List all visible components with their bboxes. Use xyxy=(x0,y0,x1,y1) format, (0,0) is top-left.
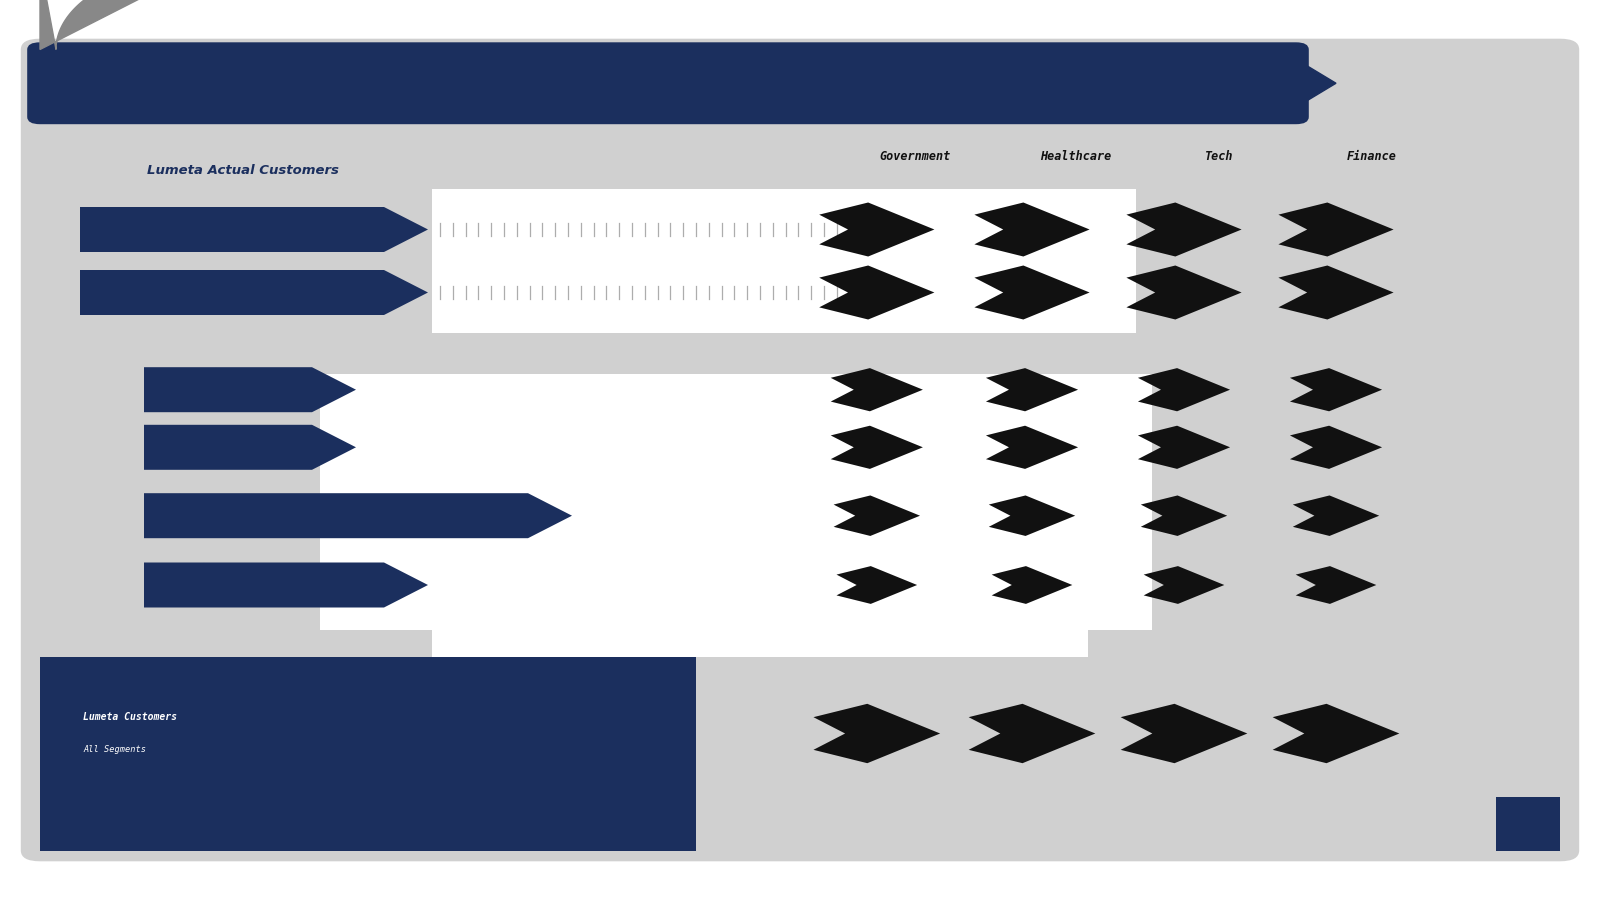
Bar xyxy=(40,189,1560,333)
Bar xyxy=(40,356,1560,630)
Bar xyxy=(40,657,696,850)
Text: (Fortune 500 Technology Company): (Fortune 500 Technology Company) xyxy=(83,304,251,313)
Text: Lumeta Actual Customers: Lumeta Actual Customers xyxy=(147,165,339,177)
Bar xyxy=(1496,796,1560,850)
Text: Lumeta Customers: Lumeta Customers xyxy=(83,712,178,722)
Polygon shape xyxy=(830,368,923,411)
Text: Financial Services Customers: Financial Services Customers xyxy=(83,208,248,218)
Polygon shape xyxy=(819,202,934,256)
Polygon shape xyxy=(968,704,1096,763)
Bar xyxy=(432,189,1136,333)
Polygon shape xyxy=(1293,495,1379,536)
Text: Endpoint Devices: Endpoint Devices xyxy=(147,426,242,436)
Polygon shape xyxy=(1280,50,1336,117)
Polygon shape xyxy=(80,270,429,315)
Text: Network Devices: Network Devices xyxy=(147,368,235,378)
Text: Tech: Tech xyxy=(1205,150,1234,163)
Polygon shape xyxy=(80,711,573,756)
Polygon shape xyxy=(989,495,1075,536)
Polygon shape xyxy=(1144,566,1224,604)
Polygon shape xyxy=(974,266,1090,320)
Polygon shape xyxy=(1290,426,1382,469)
Polygon shape xyxy=(1120,704,1248,763)
Text: Finance: Finance xyxy=(1346,150,1397,163)
Polygon shape xyxy=(1126,266,1242,320)
Text: Cloud & Virtual Infrastructure: Cloud & Virtual Infrastructure xyxy=(147,563,323,573)
Polygon shape xyxy=(834,495,920,536)
Polygon shape xyxy=(1138,426,1230,469)
Polygon shape xyxy=(830,426,923,469)
Polygon shape xyxy=(144,425,355,470)
Polygon shape xyxy=(986,368,1078,411)
Text: Security & Compliance Gaps Found: Security & Compliance Gaps Found xyxy=(147,494,336,504)
Polygon shape xyxy=(974,202,1090,256)
Text: Government: Government xyxy=(880,150,950,163)
Polygon shape xyxy=(1278,202,1394,256)
Polygon shape xyxy=(1272,704,1400,763)
Polygon shape xyxy=(986,426,1078,469)
Text: All Segments: All Segments xyxy=(83,745,146,754)
FancyBboxPatch shape xyxy=(21,39,1579,861)
Polygon shape xyxy=(144,367,355,412)
Polygon shape xyxy=(40,0,208,50)
Polygon shape xyxy=(144,562,429,608)
Bar xyxy=(432,608,1088,657)
Polygon shape xyxy=(819,266,934,320)
Text: (All Customers Evaluated): (All Customers Evaluated) xyxy=(147,527,278,536)
Polygon shape xyxy=(1278,266,1394,320)
Polygon shape xyxy=(1290,368,1382,411)
Polygon shape xyxy=(1126,202,1242,256)
Polygon shape xyxy=(837,566,917,604)
Text: (Large US Bank): (Large US Bank) xyxy=(83,241,162,250)
Polygon shape xyxy=(1296,566,1376,604)
Polygon shape xyxy=(992,566,1072,604)
Polygon shape xyxy=(80,207,429,252)
Text: Healthcare: Healthcare xyxy=(1040,150,1110,163)
Bar xyxy=(320,374,1152,630)
Text: Not Properly Inventoried: Not Properly Inventoried xyxy=(147,597,274,606)
Polygon shape xyxy=(1138,368,1230,411)
Polygon shape xyxy=(813,704,941,763)
FancyBboxPatch shape xyxy=(27,42,1309,124)
Polygon shape xyxy=(144,493,573,538)
Polygon shape xyxy=(1141,495,1227,536)
Text: Technology Customers: Technology Customers xyxy=(83,271,200,281)
